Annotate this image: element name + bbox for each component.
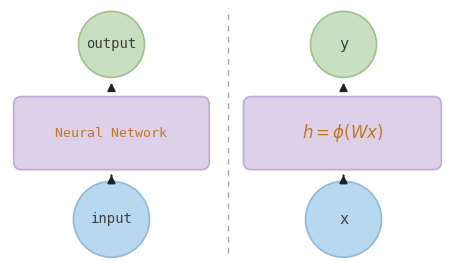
Circle shape xyxy=(73,181,150,257)
FancyBboxPatch shape xyxy=(14,97,209,170)
Circle shape xyxy=(310,11,377,77)
Circle shape xyxy=(305,181,382,257)
Text: $h = \phi(Wx)$: $h = \phi(Wx)$ xyxy=(302,122,383,144)
FancyBboxPatch shape xyxy=(243,97,441,170)
Text: x: x xyxy=(339,212,348,227)
Text: y: y xyxy=(339,37,348,52)
Text: Neural Network: Neural Network xyxy=(56,127,167,140)
Text: output: output xyxy=(86,37,136,51)
Text: input: input xyxy=(91,212,132,226)
Circle shape xyxy=(78,11,145,77)
